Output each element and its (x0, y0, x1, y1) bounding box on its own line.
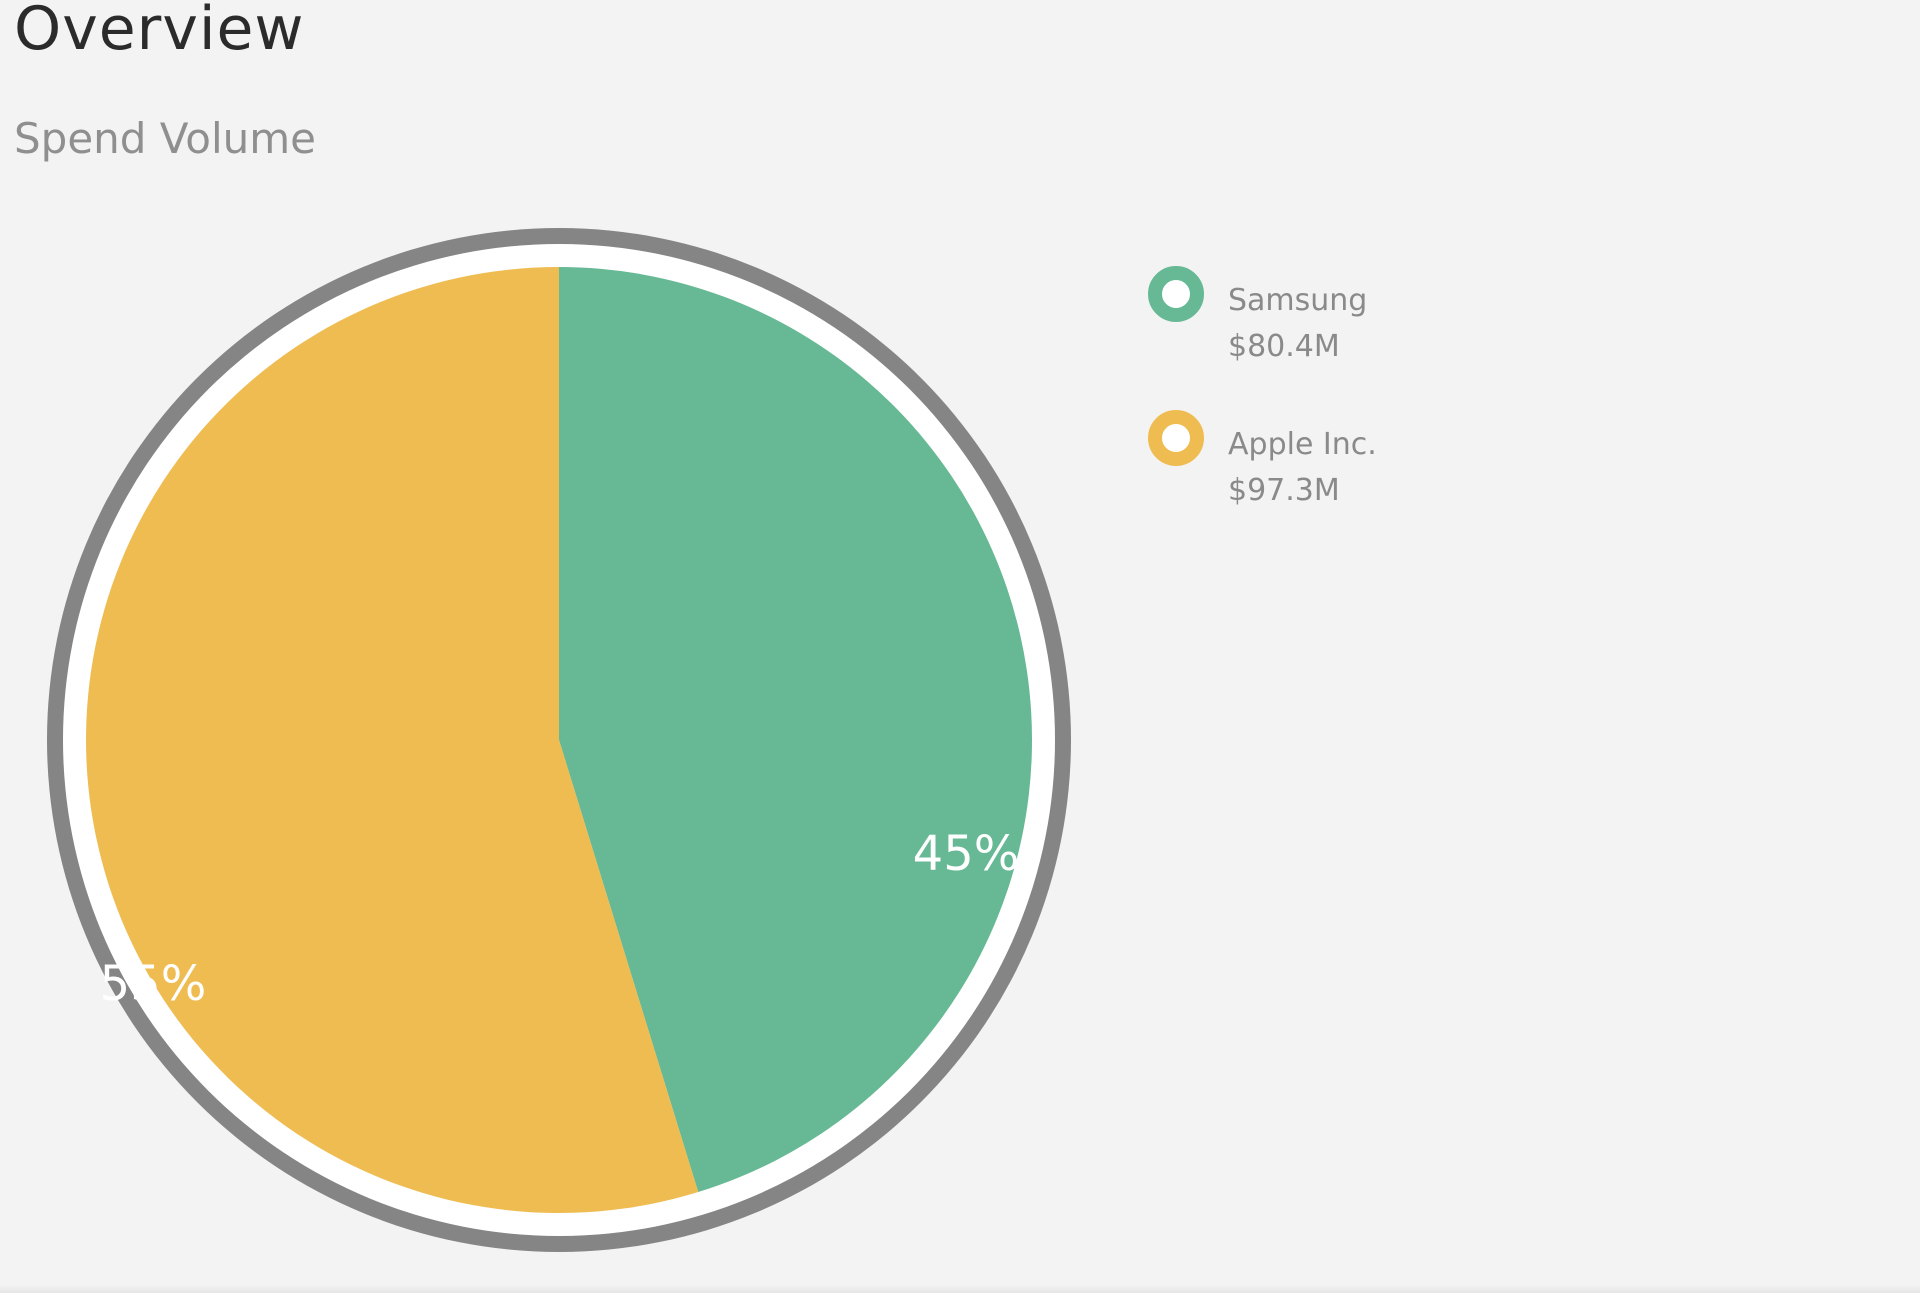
pie-slice-label-apple: 55% (100, 956, 207, 1012)
samsung-marker-ring (1148, 266, 1204, 322)
chart-title: Spend Volume (14, 114, 316, 163)
spend-volume-pie-chart: 45% 55% (47, 228, 1071, 1252)
samsung-legend-marker-icon (1148, 266, 1204, 322)
pie-slice-apple-inc[interactable] (86, 267, 699, 1213)
legend-name-samsung: Samsung (1228, 283, 1368, 318)
apple-marker-ring (1148, 410, 1204, 466)
pie-slice-samsung[interactable] (559, 267, 1033, 1193)
legend-name-apple: Apple Inc. (1228, 427, 1377, 462)
bottom-divider (0, 1285, 1920, 1293)
pie-slices (86, 267, 1033, 1213)
pie-slice-label-samsung: 45% (913, 826, 1020, 882)
apple-legend-marker-icon (1148, 410, 1204, 466)
legend-item-apple[interactable]: Apple Inc. $97.3M (1148, 410, 1377, 514)
legend-value-apple: $97.3M (1228, 473, 1340, 508)
page-title: Overview (14, 0, 305, 64)
legend-text-apple: Apple Inc. $97.3M (1228, 410, 1377, 514)
legend-value-samsung: $80.4M (1228, 329, 1340, 364)
pie-slice-labels: 45% 55% (100, 826, 1020, 1012)
chart-legend: Samsung $80.4M Apple Inc. $97.3M (1148, 266, 1377, 554)
legend-text-samsung: Samsung $80.4M (1228, 266, 1367, 370)
legend-item-samsung[interactable]: Samsung $80.4M (1148, 266, 1377, 370)
